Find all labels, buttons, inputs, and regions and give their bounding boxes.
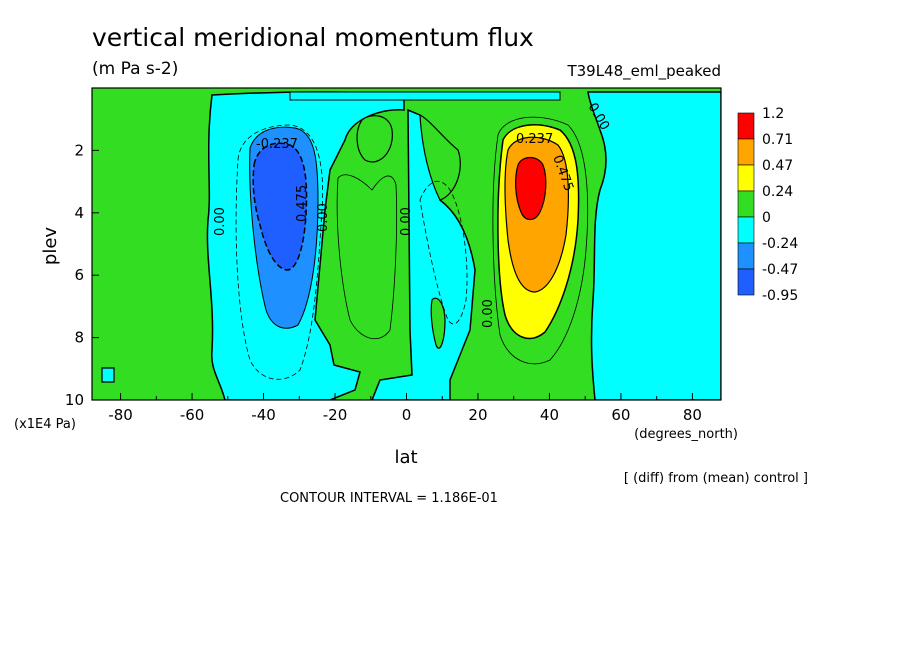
region-blue-inner bbox=[252, 142, 308, 271]
contour-dashed-north bbox=[419, 180, 468, 325]
y-axis-units: (x1E4 Pa) bbox=[14, 417, 76, 432]
contour-interval: CONTOUR INTERVAL = 1.186E-01 bbox=[280, 491, 498, 506]
contour-label: 0.00 bbox=[481, 299, 496, 328]
region-negative-top bbox=[289, 91, 561, 101]
colorbar-label: 0 bbox=[762, 210, 771, 226]
colorbar-swatch bbox=[737, 268, 755, 296]
y-tick-label: 4 bbox=[74, 204, 84, 222]
region-small-north-green bbox=[430, 297, 446, 349]
chart-units: (m Pa s-2) bbox=[92, 59, 178, 79]
y-tick-label: 2 bbox=[74, 141, 84, 159]
region-island-north bbox=[419, 113, 461, 201]
run-label: T39L48_eml_peaked bbox=[566, 62, 721, 81]
colorbar-label: -0.47 bbox=[762, 262, 798, 278]
y-tick-label: 6 bbox=[74, 266, 84, 284]
colorbar: 1.2 0.71 0.47 0.24 0 -0.24 -0.47 -0.95 bbox=[737, 106, 798, 304]
diff-note: [ (diff) from (mean) control ] bbox=[624, 471, 808, 486]
x-tick-label: 40 bbox=[540, 406, 559, 424]
colorbar-label: 0.47 bbox=[762, 158, 793, 174]
y-axis-label: plev bbox=[40, 227, 61, 266]
contour-label: 0.00 bbox=[316, 203, 331, 232]
x-tick-label: 60 bbox=[611, 406, 630, 424]
x-axis-label: lat bbox=[394, 447, 417, 468]
colorbar-label: 0.71 bbox=[762, 132, 793, 148]
region-small-southwest bbox=[101, 367, 115, 383]
x-tick-label: -40 bbox=[251, 406, 276, 424]
colorbar-label: 1.2 bbox=[762, 106, 784, 122]
y-tick-label: 10 bbox=[65, 391, 84, 409]
x-tick-label: -20 bbox=[323, 406, 348, 424]
region-negative-east bbox=[587, 91, 721, 400]
x-tick-label: -80 bbox=[108, 406, 133, 424]
x-tick-label: 80 bbox=[683, 406, 702, 424]
y-tick-label: 8 bbox=[74, 329, 84, 347]
colorbar-label: -0.95 bbox=[762, 288, 798, 304]
x-tick-label: 0 bbox=[402, 406, 412, 424]
contour-label: 0.00 bbox=[399, 207, 414, 236]
chart-title: vertical meridional momentum flux bbox=[92, 23, 534, 52]
colorbar-label: -0.24 bbox=[762, 236, 798, 252]
region-red bbox=[515, 156, 547, 221]
contour-dashed-south-outer bbox=[235, 124, 323, 380]
colorbar-swatch bbox=[737, 138, 755, 166]
plot-area bbox=[92, 88, 721, 400]
x-axis: -80 -60 -40 -20 0 20 40 60 80 bbox=[108, 393, 702, 424]
colorbar-swatch bbox=[737, 216, 755, 244]
x-tick-label: -60 bbox=[180, 406, 205, 424]
x-axis-units: (degrees_north) bbox=[634, 427, 738, 442]
colorbar-swatch bbox=[737, 112, 755, 140]
contour-thin-south-green bbox=[336, 174, 398, 340]
colorbar-swatch bbox=[737, 242, 755, 270]
colorbar-label: 0.24 bbox=[762, 184, 793, 200]
contour-thin-north-yellow bbox=[492, 116, 589, 365]
contour-label: 0.237 bbox=[516, 132, 553, 147]
contour-label: 0.00 bbox=[213, 207, 228, 236]
contour-label: -0.237 bbox=[256, 137, 298, 152]
x-tick-label: 20 bbox=[468, 406, 487, 424]
colorbar-swatch bbox=[737, 190, 755, 218]
colorbar-swatch bbox=[737, 164, 755, 192]
y-axis: 2 4 6 8 10 bbox=[65, 141, 99, 409]
contour-label: 0.475 bbox=[295, 185, 310, 222]
region-island-south bbox=[356, 115, 393, 163]
